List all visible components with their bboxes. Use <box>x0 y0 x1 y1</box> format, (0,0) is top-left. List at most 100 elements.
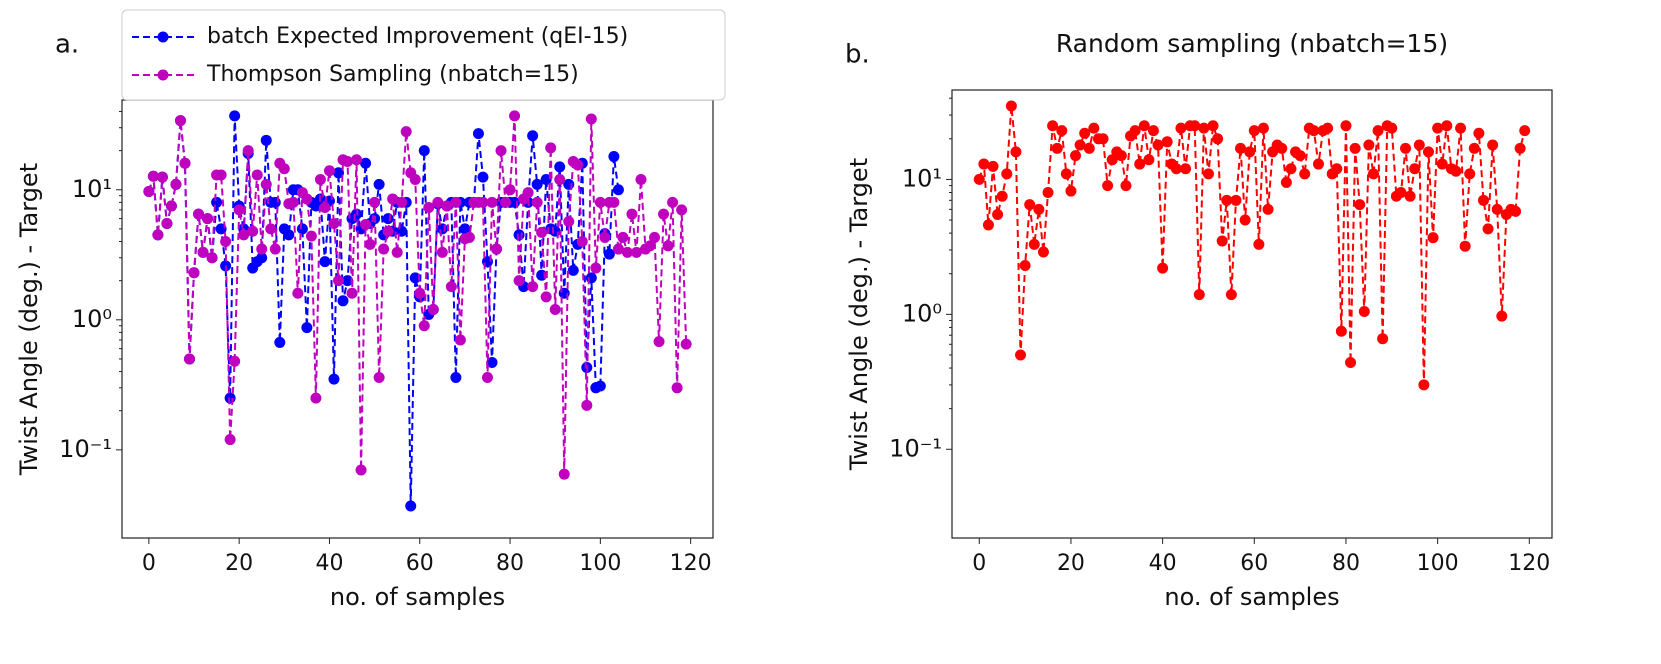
data-point <box>1074 139 1086 151</box>
data-point <box>342 275 354 287</box>
x-tick-label: 60 <box>406 551 434 576</box>
data-point <box>536 226 548 238</box>
data-point <box>987 160 999 172</box>
x-tick-label: 120 <box>1508 551 1550 576</box>
data-point <box>269 196 281 208</box>
data-point <box>314 173 326 185</box>
data-point <box>346 287 358 299</box>
data-point <box>1349 142 1361 154</box>
data-point <box>549 304 561 316</box>
data-point <box>1152 139 1164 151</box>
data-point <box>590 262 602 274</box>
data-point <box>355 464 367 476</box>
y-tick-label: 10¹ <box>72 175 112 203</box>
data-point <box>1248 125 1260 137</box>
legend-marker <box>157 69 169 81</box>
chart-title: Random sampling (nbatch=15) <box>1056 29 1448 58</box>
data-point <box>409 173 421 185</box>
data-point <box>540 291 552 303</box>
data-point <box>387 193 399 205</box>
data-point <box>1037 246 1049 258</box>
data-point <box>1170 163 1182 175</box>
data-point <box>1418 379 1430 391</box>
data-point <box>337 295 349 307</box>
data-point <box>332 275 344 287</box>
data-point <box>432 196 444 208</box>
data-point <box>310 392 322 404</box>
data-point <box>436 246 448 258</box>
data-point <box>1019 260 1031 272</box>
data-point <box>278 163 290 175</box>
data-point <box>1225 289 1237 301</box>
data-point <box>418 145 430 157</box>
data-point <box>360 157 372 169</box>
y-tick-label: 10⁰ <box>72 305 112 333</box>
data-point <box>1235 142 1247 154</box>
data-point <box>1147 125 1159 137</box>
data-point <box>1285 163 1297 175</box>
data-point <box>405 500 417 512</box>
data-point <box>183 353 195 365</box>
data-point <box>1262 203 1274 215</box>
data-point <box>658 208 670 220</box>
data-point <box>1363 139 1375 151</box>
y-tick-label: 10⁻¹ <box>59 435 112 463</box>
data-point <box>509 110 521 122</box>
data-point <box>558 468 570 480</box>
data-point <box>292 287 304 299</box>
data-point <box>436 223 448 235</box>
data-point <box>1409 163 1421 175</box>
data-point <box>680 338 692 350</box>
data-point <box>1455 122 1467 134</box>
data-point <box>1340 120 1352 132</box>
data-point <box>256 252 268 264</box>
x-tick-label: 120 <box>670 551 712 576</box>
data-point <box>667 196 679 208</box>
data-point <box>1450 165 1462 177</box>
data-point <box>599 231 611 243</box>
data-point <box>1386 122 1398 134</box>
data-point <box>594 196 606 208</box>
data-point <box>522 187 534 199</box>
data-point <box>513 275 525 287</box>
data-point <box>215 169 227 181</box>
legend-label: Thompson Sampling (nbatch=15) <box>206 62 579 87</box>
data-point <box>450 372 462 384</box>
data-point <box>1367 168 1379 180</box>
data-point <box>1519 125 1531 137</box>
x-tick-label: 0 <box>142 551 156 576</box>
data-point <box>1253 238 1265 250</box>
data-point <box>1395 186 1407 198</box>
x-axis-label: no. of samples <box>330 583 505 611</box>
data-point <box>635 173 647 185</box>
data-point <box>1083 142 1095 154</box>
data-point <box>206 252 218 264</box>
data-point <box>1441 120 1453 132</box>
data-point <box>319 256 331 268</box>
x-tick-label: 100 <box>579 551 621 576</box>
data-point <box>1257 122 1269 134</box>
data-point <box>1312 158 1324 170</box>
data-point <box>1496 310 1508 322</box>
data-point <box>1051 142 1063 154</box>
data-point <box>1244 146 1256 158</box>
y-tick-label: 10⁻¹ <box>889 434 942 462</box>
y-tick-label: 10⁰ <box>902 299 942 327</box>
data-point <box>1230 194 1242 206</box>
data-point <box>1047 120 1059 132</box>
data-point <box>1294 150 1306 162</box>
data-point <box>527 130 539 142</box>
data-point <box>1510 205 1522 217</box>
data-point <box>608 151 620 163</box>
data-point <box>391 246 403 258</box>
data-point <box>603 248 615 260</box>
data-point <box>1308 125 1320 137</box>
data-point <box>477 171 489 183</box>
data-point <box>188 267 200 279</box>
data-point <box>301 193 313 205</box>
x-tick-label: 20 <box>1057 551 1085 576</box>
data-point <box>378 243 390 255</box>
data-point <box>1070 150 1082 162</box>
data-point <box>1487 139 1499 151</box>
data-point <box>1202 168 1214 180</box>
